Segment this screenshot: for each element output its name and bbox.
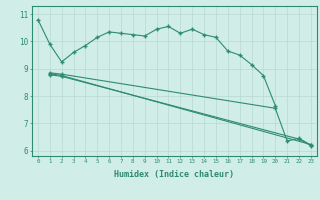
- X-axis label: Humidex (Indice chaleur): Humidex (Indice chaleur): [115, 170, 234, 179]
